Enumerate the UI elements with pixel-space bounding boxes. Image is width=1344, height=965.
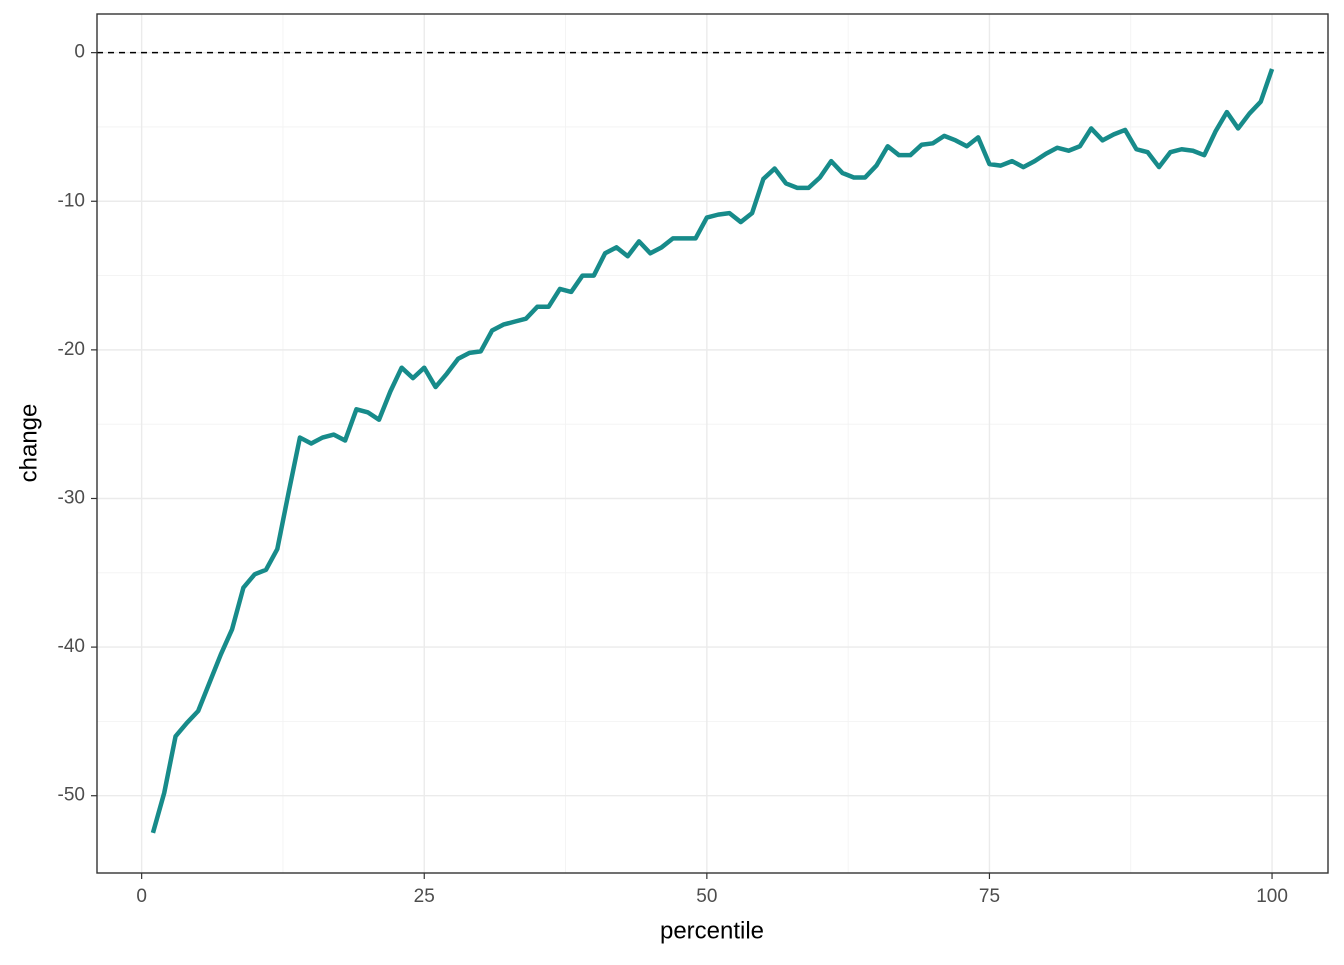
x-tick-label: 25 — [414, 886, 435, 907]
x-axis-title: percentile — [660, 917, 764, 944]
y-tick-label: -40 — [58, 636, 85, 657]
y-tick-label: -30 — [58, 488, 85, 509]
y-tick-label: -20 — [58, 339, 85, 360]
x-tick-label: 50 — [696, 886, 717, 907]
y-tick-label: 0 — [74, 42, 85, 63]
y-tick-label: -10 — [58, 190, 85, 211]
panel-border — [96, 13, 1329, 874]
x-tick-label: 0 — [136, 886, 147, 907]
y-axis-title: change — [15, 404, 42, 483]
x-tick-label: 75 — [979, 886, 1000, 907]
y-tick-label: -50 — [58, 785, 85, 806]
x-tick-label: 100 — [1256, 886, 1288, 907]
data-line — [150, 68, 1275, 834]
